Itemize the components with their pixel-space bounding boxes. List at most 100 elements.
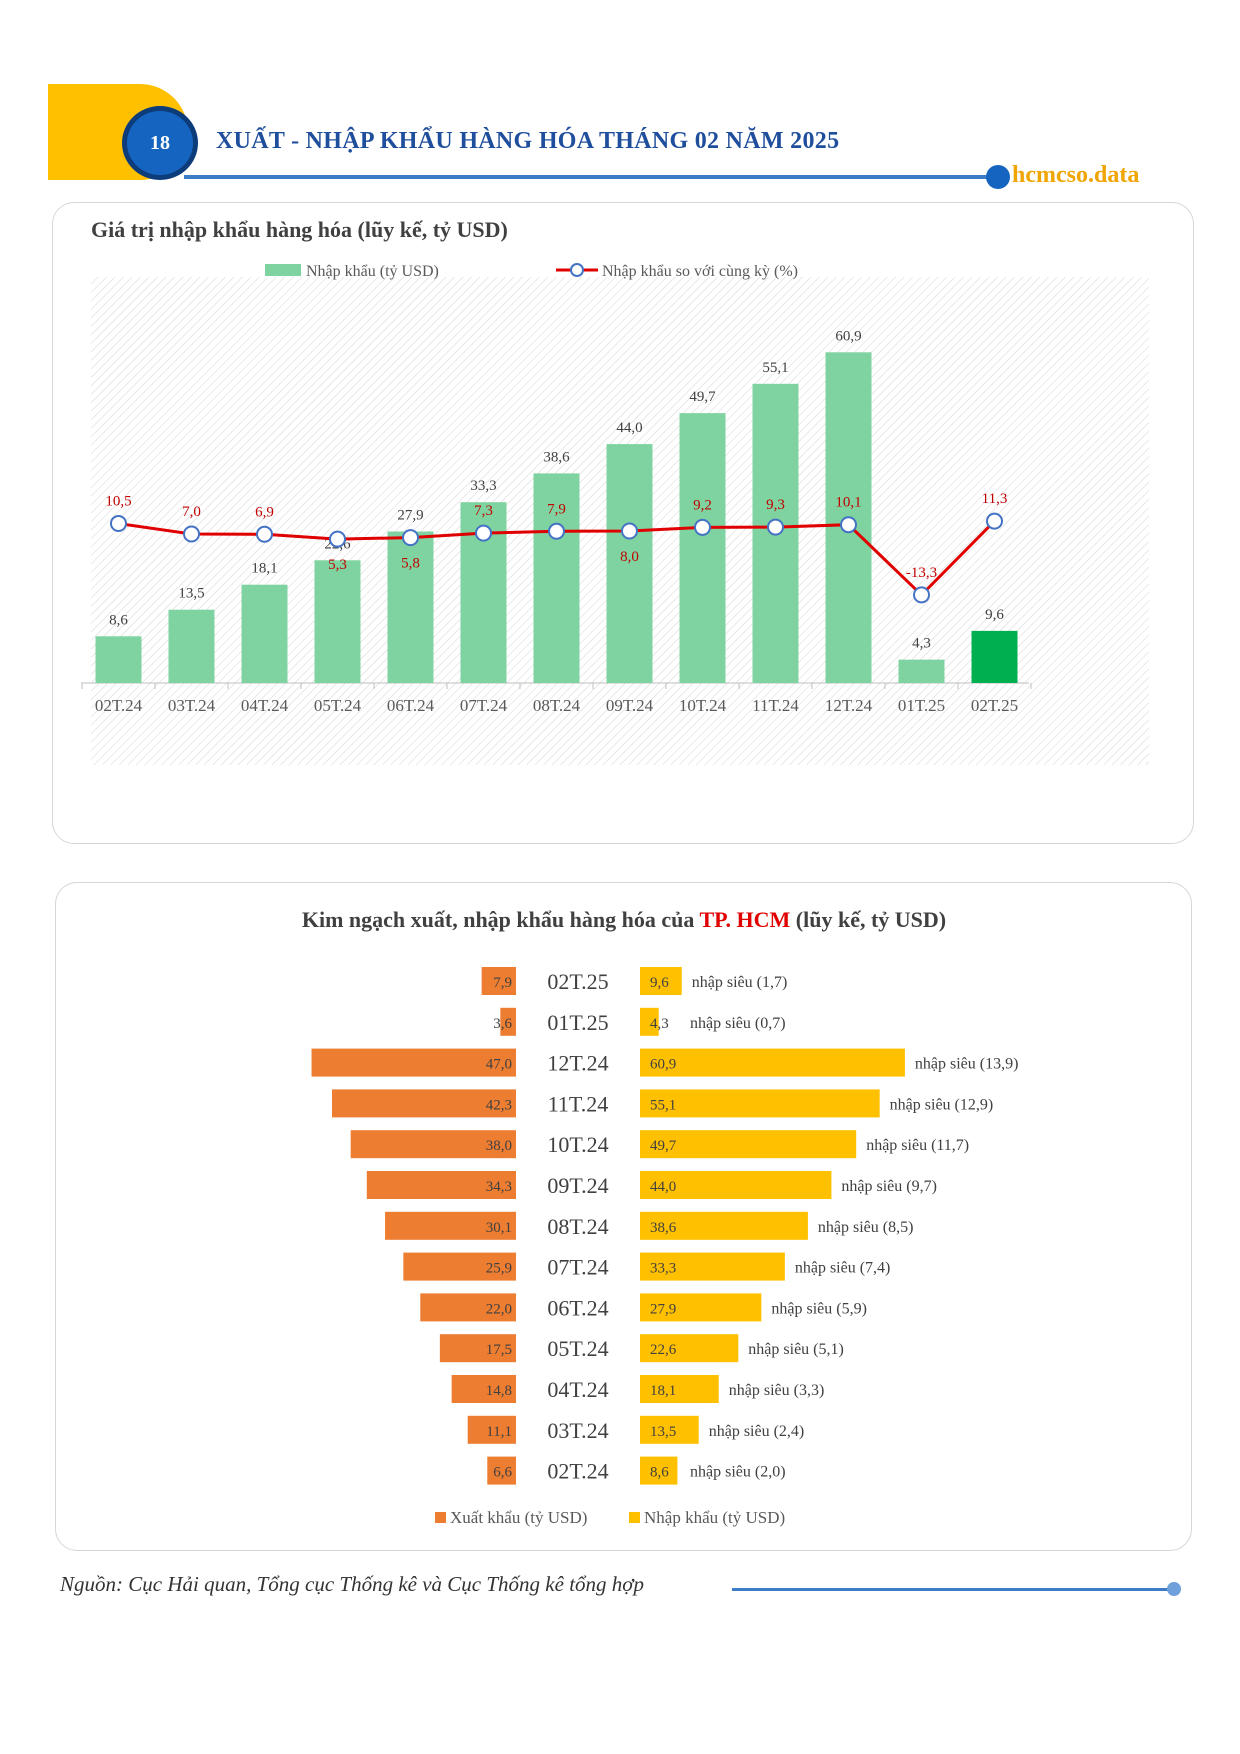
category-label: 10T.24	[547, 1132, 608, 1157]
import-value-chart-card: Giá trị nhập khẩu hàng hóa (lũy kế, tỷ U…	[52, 202, 1194, 844]
bar-value-label: 9,6	[985, 607, 1004, 623]
growth-value-label: -13,3	[906, 565, 937, 581]
bar-value-label: 38,6	[543, 449, 570, 465]
x-tick-label: 08T.24	[533, 696, 581, 715]
growth-value-label: 6,9	[255, 504, 274, 520]
trade-value-chart: Kim ngạch xuất, nhập khẩu hàng hóa của T…	[302, 907, 1019, 1527]
trade-deficit-label: nhập siêu (5,1)	[748, 1341, 844, 1358]
trade-deficit-label: nhập siêu (5,9)	[771, 1300, 867, 1317]
import-bar	[640, 1334, 739, 1363]
growth-value-label: 9,3	[766, 497, 785, 513]
import-value-label: 55,1	[650, 1097, 676, 1113]
export-bar	[451, 1375, 516, 1403]
import-bar	[640, 1252, 785, 1281]
import-value-label: 8,6	[650, 1465, 669, 1481]
export-value-label: 11,1	[486, 1424, 512, 1440]
import-bar	[533, 473, 580, 683]
category-label: 04T.24	[547, 1377, 608, 1402]
x-tick-label: 03T.24	[168, 696, 216, 715]
trade-deficit-label: nhập siêu (0,7)	[690, 1015, 786, 1032]
bar-value-label: 60,9	[835, 328, 861, 344]
growth-marker	[694, 518, 711, 536]
import-bar	[640, 1456, 678, 1485]
import-bar	[640, 1007, 659, 1036]
trade-deficit-label: nhập siêu (11,7)	[866, 1137, 969, 1154]
import-bar	[640, 967, 682, 995]
import-bar	[95, 636, 142, 683]
source-note: Nguồn: Cục Hải quan, Tổng cục Thống kê v…	[60, 1572, 644, 1596]
growth-value-label: 7,3	[474, 503, 493, 519]
import-bar	[640, 1171, 832, 1199]
chart-title-suffix: (lũy kế, tỷ USD)	[790, 907, 946, 932]
export-value-label: 7,9	[493, 975, 512, 991]
growth-marker	[767, 518, 784, 536]
import-bar	[640, 1048, 905, 1077]
trade-deficit-label: nhập siêu (2,0)	[690, 1464, 786, 1481]
trade-deficit-label: nhập siêu (7,4)	[795, 1260, 891, 1277]
export-bar	[403, 1252, 516, 1281]
bar-value-label: 18,1	[251, 561, 277, 577]
bar-value-label: 33,3	[470, 478, 496, 494]
growth-marker	[256, 525, 273, 543]
category-label: 03T.24	[547, 1418, 608, 1443]
import-bar	[971, 630, 1018, 683]
export-value-label: 17,5	[486, 1342, 512, 1358]
bar-value-label: 44,0	[616, 420, 642, 436]
growth-marker	[110, 515, 127, 532]
export-bar	[481, 967, 516, 995]
export-value-label: 30,1	[486, 1220, 512, 1236]
legend-label-import: Nhập khẩu (tỷ USD)	[306, 263, 439, 280]
import-value-label: 33,3	[650, 1261, 676, 1277]
import-bar	[640, 1089, 880, 1118]
export-bar	[366, 1171, 516, 1199]
bar-value-label: 13,5	[178, 586, 204, 602]
header-dot	[986, 165, 1010, 189]
growth-value-label: 7,0	[182, 504, 201, 520]
x-tick-label: 02T.24	[95, 696, 143, 715]
bar-value-label: 8,6	[109, 612, 128, 628]
legend-marker-growth	[570, 263, 584, 277]
trade-deficit-label: nhập siêu (2,4)	[709, 1423, 805, 1440]
trade-deficit-label: nhập siêu (3,3)	[729, 1382, 825, 1399]
import-value-label: 27,9	[650, 1301, 676, 1317]
growth-value-label: 8,0	[620, 549, 639, 565]
export-bar	[500, 1007, 516, 1036]
export-value-label: 14,8	[486, 1383, 512, 1399]
import-bar	[241, 584, 288, 683]
export-value-label: 38,0	[486, 1138, 512, 1154]
export-bar	[467, 1415, 516, 1444]
page-number-badge: 18	[122, 106, 198, 180]
export-value-label: 25,9	[486, 1261, 512, 1277]
category-label: 02T.24	[547, 1459, 608, 1484]
import-bar	[314, 560, 361, 683]
growth-value-label: 5,3	[328, 557, 347, 573]
growth-marker	[840, 516, 857, 534]
growth-marker	[548, 522, 565, 540]
export-bar	[350, 1130, 516, 1159]
brand-logo-text: hcmcso.data	[1012, 162, 1140, 188]
import-value-label: 13,5	[650, 1424, 676, 1440]
bar-value-label: 27,9	[397, 508, 423, 524]
x-tick-label: 10T.24	[679, 696, 727, 715]
import-value-label: 4,3	[650, 1016, 669, 1032]
x-tick-label: 09T.24	[606, 696, 654, 715]
category-label: 12T.24	[547, 1051, 608, 1076]
x-tick-label: 05T.24	[314, 696, 362, 715]
export-bar	[311, 1048, 516, 1077]
export-bar	[420, 1293, 516, 1322]
trade-deficit-label: nhập siêu (13,9)	[915, 1056, 1019, 1073]
trade-deficit-label: nhập siêu (1,7)	[692, 974, 788, 991]
x-tick-label: 12T.24	[825, 696, 873, 715]
growth-value-label: 5,8	[401, 556, 420, 572]
import-bar	[640, 1375, 719, 1403]
import-value-label: 18,1	[650, 1383, 676, 1399]
header-rule	[184, 175, 992, 179]
category-label: 09T.24	[547, 1173, 608, 1198]
import-bar	[679, 413, 726, 683]
trade-deficit-label: nhập siêu (9,7)	[841, 1178, 937, 1195]
chart-title-prefix: Kim ngạch xuất, nhập khẩu hàng hóa của	[302, 907, 700, 932]
bar-value-label: 55,1	[762, 360, 788, 376]
x-tick-label: 11T.24	[752, 696, 799, 715]
export-value-label: 42,3	[486, 1097, 512, 1113]
legend-label-growth: Nhập khẩu so với cùng kỳ (%)	[602, 263, 798, 280]
